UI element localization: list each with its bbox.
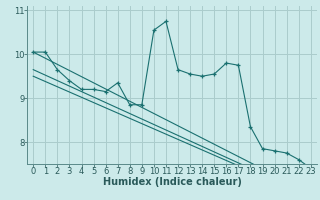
X-axis label: Humidex (Indice chaleur): Humidex (Indice chaleur) (103, 177, 241, 187)
